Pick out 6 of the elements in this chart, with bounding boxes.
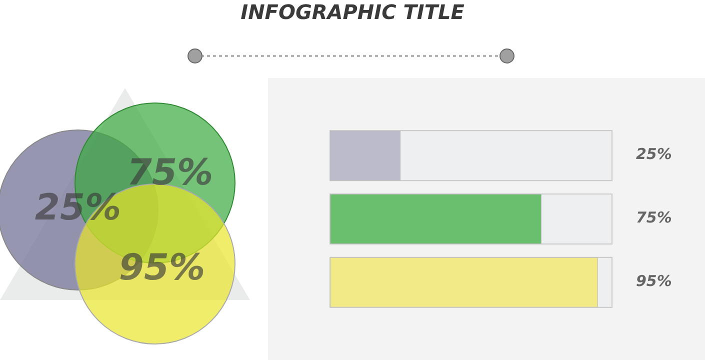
data-label: 75%	[636, 208, 672, 226]
chart-title: INFOGRAPHIC TITLE	[240, 0, 466, 24]
text: 75%	[126, 152, 214, 194]
data-label: 95%	[636, 272, 672, 290]
text: 95%	[118, 248, 206, 288]
data-label: 25%	[636, 145, 672, 164]
